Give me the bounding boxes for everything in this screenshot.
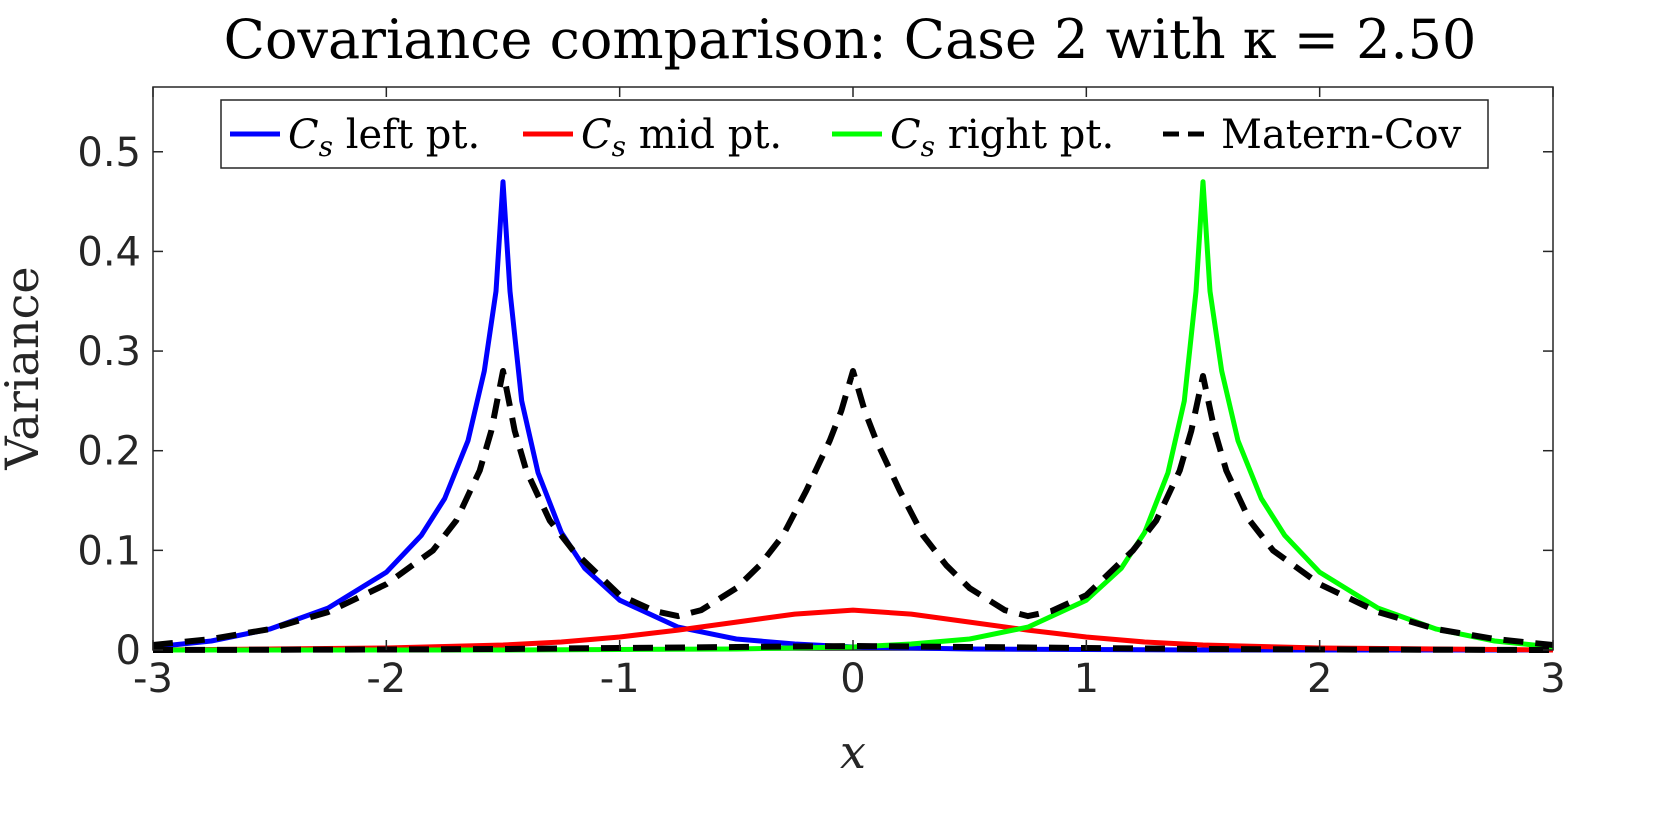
y-tick-label-3: 0.3 [77, 329, 141, 375]
y-tick-label-2: 0.2 [77, 429, 141, 475]
ticks-layer: -3 -2 -1 0 1 2 3 0 0.1 0.2 0.3 0.4 0.5 [77, 87, 1566, 702]
legend-label-right-pt: Cs right pt. [890, 112, 1114, 163]
y-tick-label-4: 0.4 [77, 229, 141, 275]
series-line-1 [152, 607, 1554, 653]
x-tick-label-1: -2 [366, 656, 406, 702]
series-line-4 [152, 643, 1554, 653]
x-tick-label-4: 1 [1074, 656, 1099, 702]
chart-title: Covariance comparison: Case 2 with κ = 2… [224, 8, 1477, 71]
y-tick-label-0: 0 [116, 628, 141, 674]
legend-item-matern-cov: Matern-Cov [1163, 112, 1462, 158]
x-tick-label-6: 3 [1540, 656, 1565, 702]
x-axis-label: x [840, 725, 866, 779]
y-tick-label-1: 0.1 [77, 528, 141, 574]
y-axis-label: Variance [0, 266, 49, 470]
y-tick-label-5: 0.5 [77, 130, 141, 176]
legend-label-left-pt: Cs left pt. [288, 112, 480, 163]
legend-item-right-pt: Cs right pt. [832, 112, 1114, 163]
legend: Cs left pt. Cs mid pt. Cs right pt. Mate… [220, 99, 1489, 169]
legend-label-matern-cov: Matern-Cov [1221, 112, 1462, 158]
legend-item-mid-pt: Cs mid pt. [523, 112, 782, 163]
x-tick-label-5: 2 [1307, 656, 1332, 702]
series-line-0 [152, 179, 1553, 653]
legend-item-left-pt: Cs left pt. [230, 112, 480, 163]
series-line-3 [152, 368, 1554, 648]
series-line-2 [153, 179, 1554, 653]
x-tick-label-2: -1 [600, 656, 640, 702]
series-layer [152, 179, 1554, 653]
legend-label-mid-pt: Cs mid pt. [581, 112, 782, 163]
x-tick-label-0: -3 [133, 656, 173, 702]
x-tick-label-3: 0 [840, 656, 865, 702]
